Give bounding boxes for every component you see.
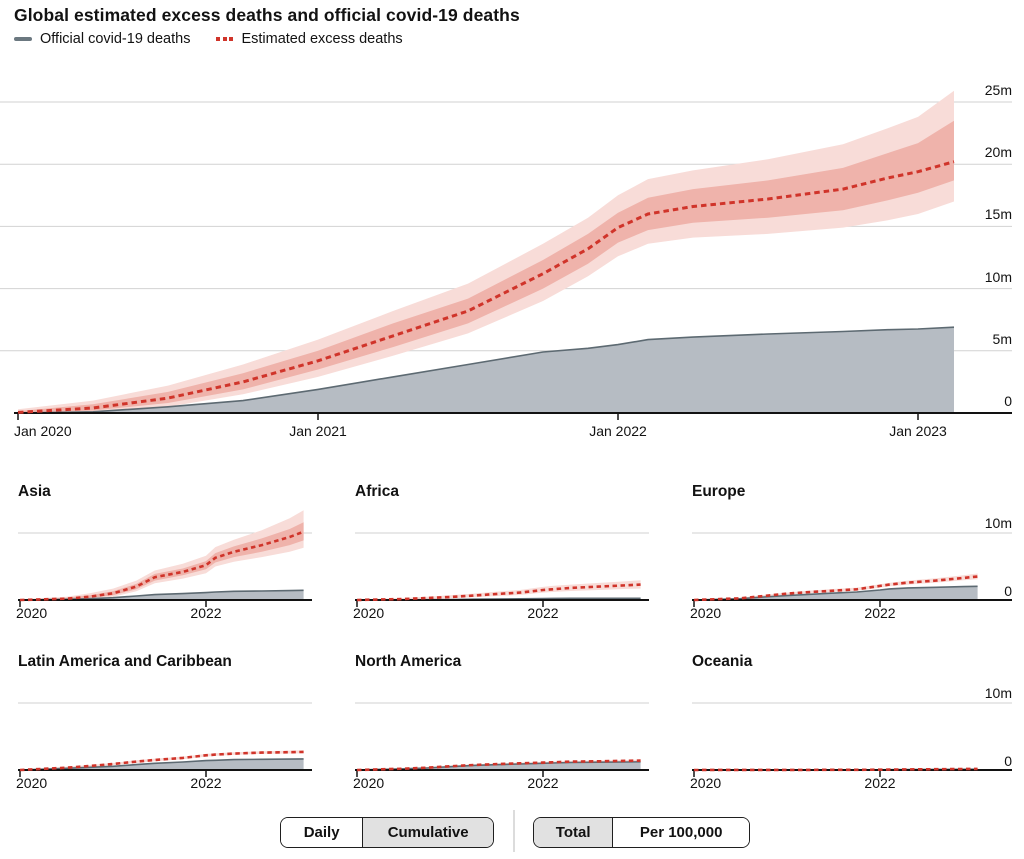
legend-label-official: Official covid-19 deaths <box>40 31 191 47</box>
main-x-label-0: Jan 2020 <box>14 423 72 439</box>
panel-x-label-2020: 2020 <box>690 605 722 621</box>
panel-y-label-10m: 10m <box>984 515 1012 531</box>
legend: Official covid-19 deaths Estimated exces… <box>14 31 403 47</box>
panel-x-label-2020: 2020 <box>16 605 48 621</box>
frequency-toggle: Daily Cumulative <box>280 817 494 848</box>
panel-chart-europe <box>692 532 1012 607</box>
red-dotted-swatch <box>216 37 234 41</box>
panel-chart-latin-america-and-caribbean <box>18 702 312 777</box>
panel-title-north-america: North America <box>355 653 462 670</box>
panel-title-asia: Asia <box>18 483 51 500</box>
panel-x-label-2022: 2022 <box>190 605 222 621</box>
panel-x-label-2020: 2020 <box>353 605 385 621</box>
panel-title-europe: Europe <box>692 483 746 500</box>
panel-title-oceania: Oceania <box>692 653 753 670</box>
main-x-label-3: Jan 2023 <box>889 423 947 439</box>
legend-item-excess: Estimated excess deaths <box>216 31 403 47</box>
main-y-label-15m: 15m <box>984 206 1012 223</box>
panel-x-label-2020: 2020 <box>16 775 48 791</box>
panel-x-label-2022: 2022 <box>190 775 222 791</box>
panel-x-label-2022: 2022 <box>864 605 896 621</box>
gray-line-swatch <box>14 37 32 41</box>
panel-x-label-2022: 2022 <box>527 775 559 791</box>
per-100000-button[interactable]: Per 100,000 <box>612 818 749 847</box>
panel-y-label-10m: 10m <box>984 685 1012 701</box>
panel-title-africa: Africa <box>355 483 399 500</box>
main-y-label-5m: 5m <box>992 330 1012 347</box>
panel-y-label-0: 0 <box>1004 583 1012 599</box>
panel-x-label-2022: 2022 <box>527 605 559 621</box>
main-x-label-1: Jan 2021 <box>289 423 347 439</box>
panel-chart-asia <box>18 510 312 607</box>
global-chart <box>0 90 1012 420</box>
daily-button[interactable]: Daily <box>281 818 363 847</box>
main-y-label-0: 0 <box>1004 393 1012 409</box>
main-y-label-25m: 25m <box>984 82 1012 98</box>
main-y-label-20m: 20m <box>984 144 1012 161</box>
toggle-groups-divider <box>513 810 515 852</box>
panel-title-latin-america: Latin America and Caribbean <box>18 653 232 670</box>
panel-chart-africa <box>355 532 649 607</box>
normalisation-toggle: Total Per 100,000 <box>533 817 750 848</box>
legend-item-official: Official covid-19 deaths <box>14 31 190 47</box>
page-title: Global estimated excess deaths and offic… <box>14 5 520 25</box>
panel-x-label-2020: 2020 <box>353 775 385 791</box>
main-y-label-10m: 10m <box>984 268 1012 285</box>
panel-y-label-0: 0 <box>1004 753 1012 769</box>
panel-x-label-2020: 2020 <box>690 775 722 791</box>
cumulative-button[interactable]: Cumulative <box>362 818 493 847</box>
panel-x-label-2022: 2022 <box>864 775 896 791</box>
total-button[interactable]: Total <box>534 818 613 847</box>
panel-chart-oceania <box>692 702 1012 777</box>
panel-chart-north-america <box>355 702 649 777</box>
main-x-label-2: Jan 2022 <box>589 423 647 439</box>
legend-label-excess: Estimated excess deaths <box>241 31 403 47</box>
